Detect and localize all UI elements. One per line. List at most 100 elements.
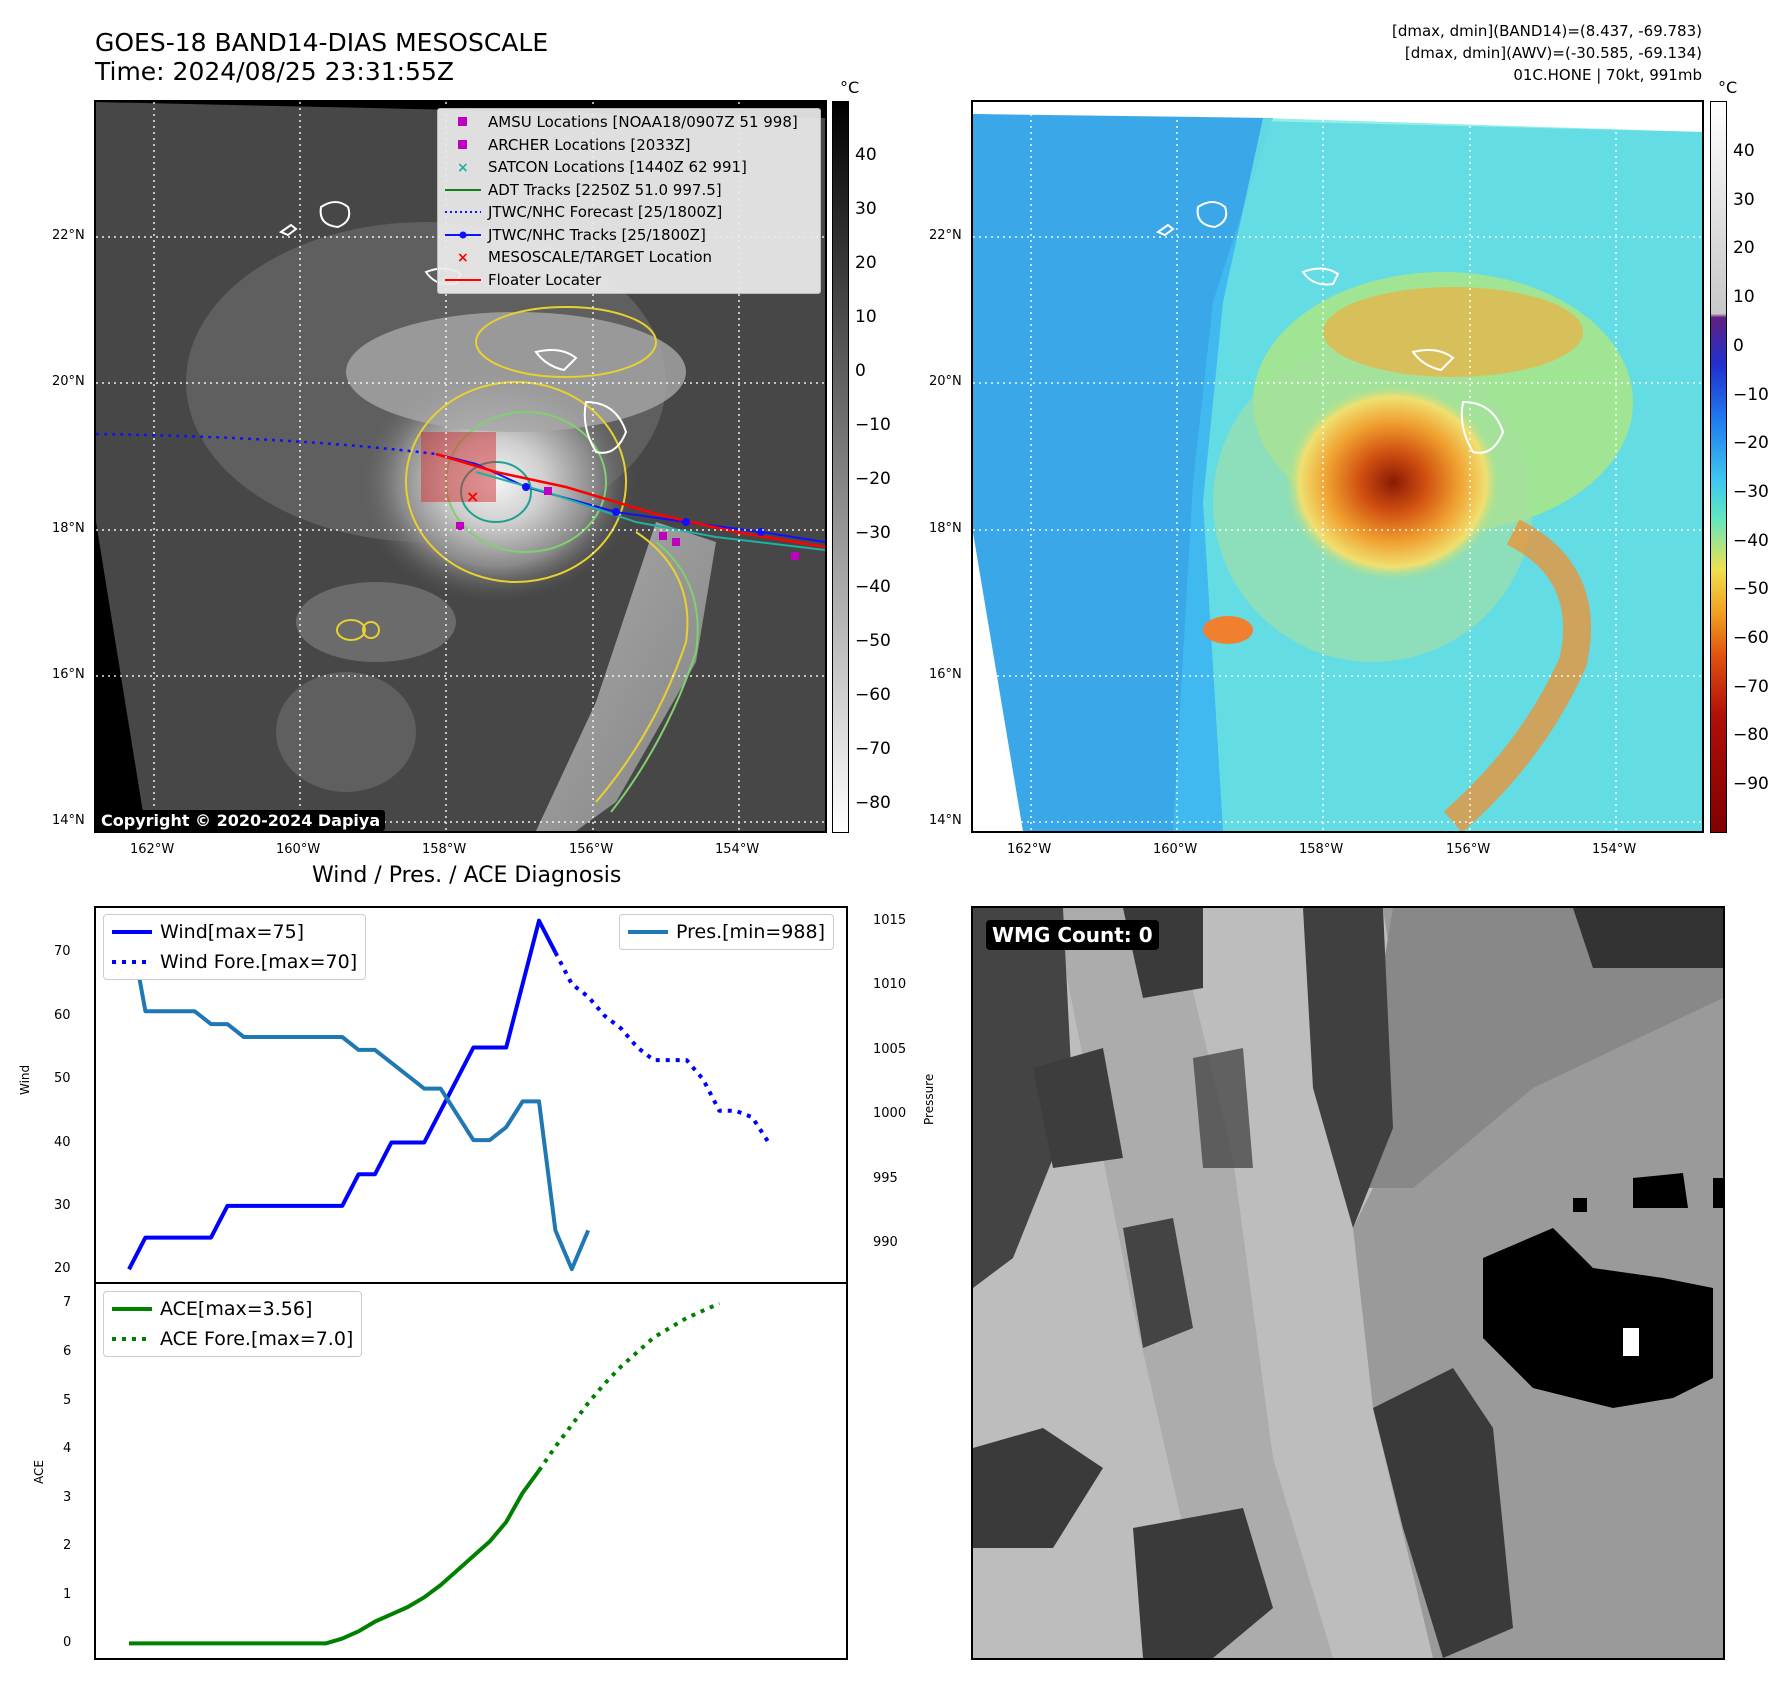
color-ir-colorbar-unit: °C <box>1718 78 1738 97</box>
ir-colorbar-tick: 20 <box>855 253 877 273</box>
pressure-tick: 990 <box>873 1235 898 1251</box>
ir-colorbar-tick: −60 <box>855 685 891 705</box>
map2-lat-tick: 22°N <box>929 228 962 243</box>
ace-chart <box>94 1282 848 1660</box>
color-ir-colorbar-tick: −40 <box>1733 530 1769 551</box>
ace-tick: 2 <box>63 1538 72 1554</box>
ir-colorbar-tick: 10 <box>855 307 877 327</box>
map-legend-item: Floater Locater <box>438 269 820 292</box>
map2-lat-tick: 18°N <box>929 521 962 536</box>
map1-lon-tick: 156°W <box>569 842 614 857</box>
ace-axis-label: ACE <box>32 1460 46 1484</box>
map-legend-item: JTWC/NHC Forecast [25/1800Z] <box>438 201 820 224</box>
map-legend-item: AMSU Locations [NOAA18/0907Z 51 998] <box>438 111 820 134</box>
pressure-tick: 995 <box>873 1170 898 1186</box>
ace-forecast-line <box>537 1301 721 1472</box>
wmg-image <box>973 908 1723 1658</box>
color-ir-map-panel <box>971 100 1704 833</box>
map1-lat-tick: 14°N <box>52 813 85 828</box>
legend-symbol-line <box>438 274 488 286</box>
map2-lon-tick: 160°W <box>1153 842 1198 857</box>
color-ir-colorbar <box>1710 101 1727 833</box>
wind-pressure-plot <box>127 918 771 1272</box>
info-awv: [dmax, dmin](AWV)=(-30.585, -69.134) <box>1404 44 1702 62</box>
pressure-line <box>127 920 591 1272</box>
map-legend-label: ADT Tracks [2250Z 51.0 997.5] <box>488 180 722 199</box>
ir-colorbar-tick: 30 <box>855 199 877 219</box>
chart-legend-item: Wind[max=75] <box>104 917 365 947</box>
map-legend-item: JTWC/NHC Tracks [25/1800Z] <box>438 224 820 247</box>
svg-text:×: × <box>457 161 469 173</box>
map1-lon-tick: 158°W <box>422 842 467 857</box>
ace-plot <box>129 1301 721 1646</box>
map2-lon-tick: 154°W <box>1592 842 1637 857</box>
chart-legend-symbol <box>620 927 676 937</box>
wind-legend: Wind[max=75] Wind Fore.[max=70] <box>103 914 367 980</box>
pressure-tick: 1005 <box>873 1041 907 1057</box>
ace-tick: 6 <box>63 1344 72 1359</box>
color-ir-colorbar-tick: 10 <box>1733 287 1755 308</box>
ir-colorbar-tick: −80 <box>855 793 891 813</box>
color-ir-colorbar-tick: −70 <box>1733 676 1769 697</box>
map1-lat-tick: 22°N <box>52 228 85 243</box>
wind-tick: 40 <box>54 1134 71 1150</box>
color-ir-colorbar-tick: −10 <box>1733 384 1769 405</box>
map2-lon-tick: 158°W <box>1299 842 1344 857</box>
map-legend-item: × SATCON Locations [1440Z 62 991] <box>438 156 820 179</box>
chart-time: Time: 2024/08/25 23:31:55Z <box>95 57 454 86</box>
ir-colorbar-unit: °C <box>840 78 860 97</box>
wind-axis-label: Wind <box>18 1064 32 1095</box>
map-legend-item: ARCHER Locations [2033Z] <box>438 134 820 157</box>
color-ir-colorbar-tick: 30 <box>1733 189 1755 210</box>
pressure-tick: 1010 <box>873 977 907 993</box>
chart-legend-label: Pres.[min=988] <box>676 921 825 943</box>
ir-colorbar-tick: −40 <box>855 577 891 597</box>
color-ir-colorbar-tick: −50 <box>1733 579 1769 600</box>
ir-colorbar-tick: 0 <box>855 361 866 381</box>
map-legend-label: Floater Locater <box>488 270 602 289</box>
chart-legend-symbol <box>104 1334 160 1344</box>
ace-tick: 4 <box>63 1441 72 1457</box>
map-legend-label: MESOSCALE/TARGET Location <box>488 248 713 267</box>
ir-colorbar-tick: −20 <box>855 469 891 489</box>
legend-symbol-square <box>438 139 488 151</box>
ace-legend: ACE[max=3.56] ACE Fore.[max=7.0] <box>103 1291 363 1357</box>
copyright-badge: Copyright © 2020-2024 Dapiya <box>96 810 386 831</box>
ace-line <box>129 1469 541 1646</box>
wind-tick: 60 <box>54 1007 71 1023</box>
ace-tick: 0 <box>63 1635 72 1651</box>
chart-legend-label: ACE[max=3.56] <box>160 1298 313 1320</box>
chart-legend-symbol <box>104 957 160 967</box>
legend-symbol-dotted <box>438 206 488 218</box>
ir-colorbar-tick: −30 <box>855 523 891 543</box>
svg-text:×: × <box>466 487 479 506</box>
map2-lon-tick: 162°W <box>1007 842 1052 857</box>
pressure-tick: 1000 <box>873 1106 907 1122</box>
map-legend-item: × MESOSCALE/TARGET Location <box>438 246 820 269</box>
info-storm: 01C.HONE | 70kt, 991mb <box>1513 66 1702 84</box>
ir-colorbar-tick: −70 <box>855 739 891 759</box>
wmg-panel: WMG Count: 0 <box>971 906 1725 1660</box>
color-ir-colorbar-tick: −80 <box>1733 725 1769 746</box>
ir-colorbar-tick: 40 <box>855 145 877 165</box>
wmg-count-badge: WMG Count: 0 <box>986 920 1159 950</box>
legend-symbol-line-dot <box>438 229 488 241</box>
chart-legend-symbol <box>104 927 160 937</box>
ace-tick: 7 <box>63 1295 72 1311</box>
color-ir-colorbar-tick: −20 <box>1733 433 1769 454</box>
map-legend: AMSU Locations [NOAA18/0907Z 51 998] ARCH… <box>437 108 821 294</box>
map1-lon-tick: 162°W <box>130 842 175 857</box>
ace-tick: 3 <box>63 1489 72 1505</box>
map1-lon-tick: 154°W <box>715 842 760 857</box>
color-ir-colorbar-tick: 20 <box>1733 238 1755 259</box>
color-ir-colorbar-tick: −30 <box>1733 481 1769 502</box>
map1-lat-tick: 20°N <box>52 374 85 389</box>
pressure-axis-label: Pressure <box>922 1073 936 1125</box>
pressure-legend: Pres.[min=988] <box>619 914 834 950</box>
color-ir-colorbar-tick: −60 <box>1733 628 1769 648</box>
map2-lat-tick: 14°N <box>929 813 962 828</box>
info-band14: [dmax, dmin](BAND14)=(8.437, -69.783) <box>1391 22 1702 40</box>
chart-legend-item: Wind Fore.[max=70] <box>104 947 365 977</box>
chart-legend-label: Wind[max=75] <box>160 921 305 943</box>
color-ir-colorbar-tick: −90 <box>1733 774 1769 795</box>
